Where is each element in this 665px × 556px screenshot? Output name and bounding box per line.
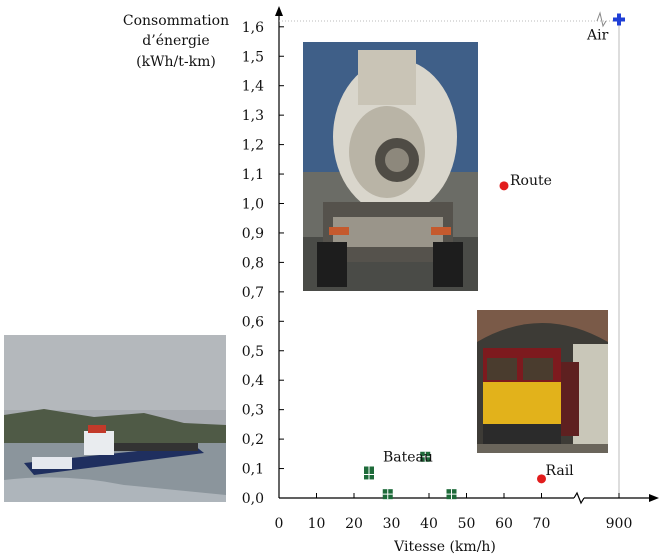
y-axis-arrow bbox=[275, 6, 283, 16]
data-point-bateau bbox=[420, 451, 431, 462]
y-tick-label: 0,4 bbox=[242, 373, 264, 389]
x-axis-break bbox=[573, 491, 585, 505]
y-tick-label: 1,3 bbox=[242, 108, 264, 124]
series-label-air: Air bbox=[586, 27, 609, 43]
y-tick-label: 1,4 bbox=[242, 79, 264, 95]
y-tick-label: 1,2 bbox=[242, 138, 264, 154]
data-point-bateau bbox=[446, 489, 457, 500]
x-tick-label: 40 bbox=[420, 516, 438, 532]
x-tick-label: 70 bbox=[533, 516, 551, 532]
y-tick-label: 0,2 bbox=[242, 432, 264, 448]
y-tick-label: 1,6 bbox=[242, 20, 264, 36]
y-tick-label: 0,6 bbox=[242, 314, 264, 330]
x-tick-label: 900 bbox=[606, 516, 633, 532]
y-tick-label: 1,0 bbox=[242, 197, 264, 213]
y-tick-label: 0,8 bbox=[242, 255, 264, 271]
y-tick-label: 1,5 bbox=[242, 49, 264, 65]
y-tick-label: 0,7 bbox=[242, 285, 264, 301]
y-title-line-1: Consommation bbox=[123, 13, 229, 29]
y-top-break bbox=[596, 11, 607, 28]
y-title-line-3: (kWh/t-km) bbox=[136, 54, 216, 70]
data-point-route bbox=[499, 181, 509, 191]
x-axis-arrow bbox=[649, 494, 659, 502]
data-point-bateau bbox=[364, 469, 374, 480]
x-tick-label: 0 bbox=[275, 516, 284, 532]
x-tick-label: 60 bbox=[495, 516, 513, 532]
y-tick-label: 1,1 bbox=[242, 167, 264, 183]
x-tick-label: 30 bbox=[383, 516, 401, 532]
y-title-line-2: d’énergie bbox=[142, 33, 209, 49]
train-photo bbox=[477, 310, 608, 453]
data-point-bateau bbox=[382, 489, 393, 500]
x-tick-label: 20 bbox=[345, 516, 363, 532]
x-tick-label: 10 bbox=[308, 516, 326, 532]
series-label-bateau: Bateau bbox=[383, 449, 433, 465]
truck-photo bbox=[303, 42, 478, 291]
x-axis-title: Vitesse (km/h) bbox=[393, 539, 496, 555]
y-tick-label: 0,0 bbox=[242, 491, 264, 507]
y-tick-label: 0,3 bbox=[242, 403, 264, 419]
data-point-rail bbox=[537, 474, 546, 484]
y-tick-label: 0,5 bbox=[242, 344, 264, 360]
y-tick-label: 0,9 bbox=[242, 226, 264, 242]
series-label-rail: Rail bbox=[546, 463, 575, 479]
barge-photo bbox=[4, 335, 226, 502]
data-point-air bbox=[613, 13, 625, 26]
x-tick-label: 50 bbox=[458, 516, 476, 532]
y-tick-label: 0,1 bbox=[242, 462, 264, 478]
series-label-route: Route bbox=[510, 173, 552, 189]
